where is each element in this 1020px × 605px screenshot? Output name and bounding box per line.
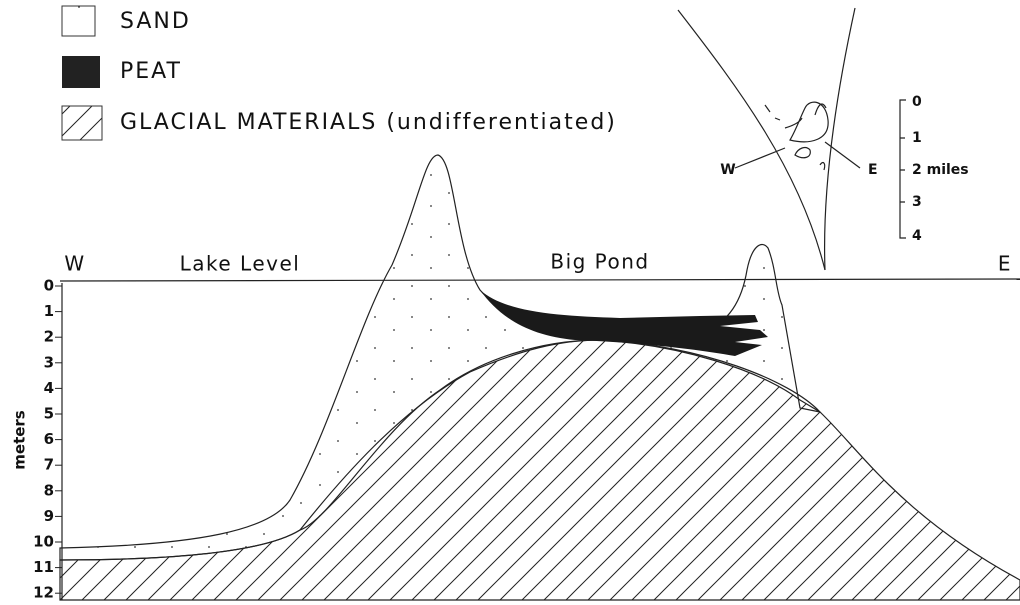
section-label: Lake Level bbox=[180, 252, 301, 276]
scale-label: 4 bbox=[912, 228, 922, 244]
map-label: E bbox=[868, 162, 878, 178]
legend-sand-swatch bbox=[62, 6, 95, 36]
depth-tick-label: 1 bbox=[44, 302, 54, 320]
glacial-materials bbox=[60, 340, 1020, 600]
depth-tick-label: 11 bbox=[33, 558, 54, 576]
depth-tick-label: 6 bbox=[44, 430, 54, 448]
scale-label: 2 miles bbox=[912, 162, 969, 178]
axis-title: meters bbox=[11, 410, 29, 470]
legend-peat-swatch bbox=[62, 56, 100, 88]
depth-tick-label: 7 bbox=[44, 456, 54, 474]
diagram: SAND PEAT GLACIAL MATERIALS (undifferent… bbox=[0, 0, 1020, 605]
depth-tick-label: 3 bbox=[44, 353, 54, 371]
legend-label: SAND bbox=[120, 9, 191, 34]
depth-tick-label: 2 bbox=[44, 328, 54, 346]
legend-glacial-swatch bbox=[62, 106, 102, 140]
depth-tick-label: 12 bbox=[33, 584, 54, 602]
section-label: Big Pond bbox=[550, 250, 649, 274]
section-label: W bbox=[64, 252, 85, 276]
scale-label: 1 bbox=[912, 130, 922, 146]
map-label: W bbox=[720, 162, 735, 178]
legend-label: PEAT bbox=[120, 59, 182, 84]
scale-label: 3 bbox=[912, 194, 922, 210]
legend-label: GLACIAL MATERIALS (undifferentiated) bbox=[120, 110, 617, 135]
depth-tick-label: 4 bbox=[44, 379, 54, 397]
depth-tick-label: 5 bbox=[44, 405, 54, 423]
inset-map bbox=[678, 8, 906, 270]
depth-tick-label: 9 bbox=[44, 507, 54, 525]
depth-tick-label: 0 bbox=[44, 277, 54, 295]
depth-tick-label: 8 bbox=[44, 481, 54, 499]
depth-tick-label: 10 bbox=[33, 533, 54, 551]
lake-level-line bbox=[60, 279, 1020, 281]
section-label: E bbox=[998, 252, 1012, 276]
scale-label: 0 bbox=[912, 94, 922, 110]
